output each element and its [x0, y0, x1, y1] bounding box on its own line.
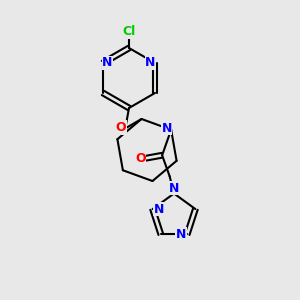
Text: O: O	[115, 121, 126, 134]
Text: N: N	[102, 56, 113, 70]
Text: N: N	[161, 122, 172, 135]
Text: N: N	[176, 228, 186, 241]
Text: Cl: Cl	[122, 25, 136, 38]
Text: N: N	[153, 202, 164, 215]
Text: N: N	[169, 182, 179, 195]
Text: O: O	[135, 152, 146, 165]
Text: N: N	[145, 56, 156, 70]
